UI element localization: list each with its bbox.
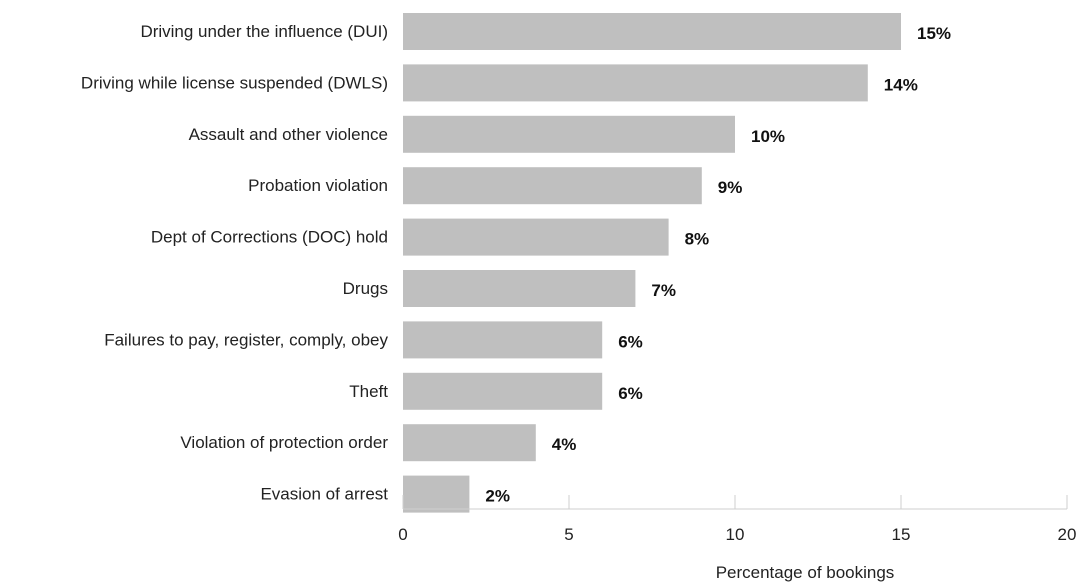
data-label: 6%: [618, 332, 643, 351]
data-label: 15%: [917, 24, 951, 43]
data-labels-group: 15% 14% 10% 9% 8% 7% 6% 6% 4% 2%: [485, 24, 951, 506]
x-tick-label: 0: [398, 525, 407, 544]
x-tick-label: 10: [726, 525, 745, 544]
bar: [403, 13, 901, 50]
category-labels-group: Driving under the influence (DUI) Driving…: [81, 22, 389, 504]
category-label: Evasion of arrest: [260, 485, 388, 504]
bar: [403, 372, 603, 410]
data-label: 6%: [618, 384, 643, 403]
category-label: Driving under the influence (DUI): [140, 22, 388, 41]
bar: [403, 270, 636, 307]
category-label: Violation of protection order: [180, 433, 388, 452]
data-label: 7%: [651, 281, 676, 300]
data-label: 9%: [718, 178, 743, 197]
x-axis-title: Percentage of bookings: [716, 563, 895, 582]
category-label: Dept of Corrections (DOC) hold: [151, 228, 388, 247]
category-label: Assault and other violence: [189, 125, 388, 144]
category-label: Driving while license suspended (DWLS): [81, 73, 388, 92]
bar: [403, 64, 868, 102]
x-axis-ticks-group: 0 5 10 15 20: [398, 495, 1076, 544]
bar: [403, 475, 470, 513]
bar: [403, 424, 536, 462]
bar: [403, 218, 669, 256]
bars-group: [403, 13, 901, 513]
category-label: Drugs: [343, 279, 388, 298]
data-label: 4%: [552, 435, 577, 454]
category-label: Probation violation: [248, 176, 388, 195]
category-label: Failures to pay, register, comply, obey: [104, 330, 388, 349]
category-label: Theft: [349, 382, 388, 401]
x-tick-label: 20: [1058, 525, 1077, 544]
x-tick-label: 5: [564, 525, 573, 544]
data-label: 2%: [485, 487, 510, 506]
data-label: 10%: [751, 127, 785, 146]
bar: [403, 115, 735, 153]
data-label: 8%: [685, 230, 710, 249]
bar: [403, 321, 603, 359]
x-tick-label: 15: [892, 525, 911, 544]
bar: [403, 167, 702, 205]
data-label: 14%: [884, 75, 918, 94]
